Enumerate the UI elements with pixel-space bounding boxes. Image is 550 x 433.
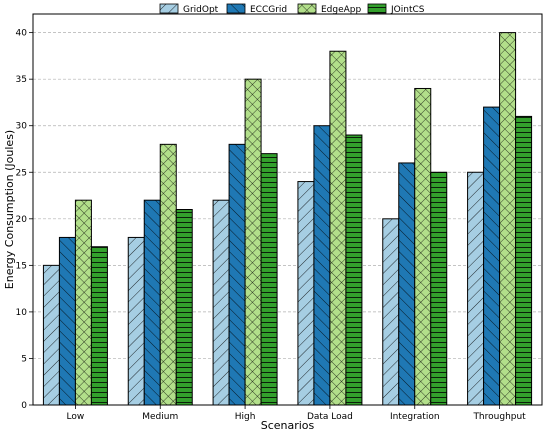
x-axis-title: Scenarios: [261, 419, 315, 432]
x-tick-label: Integration: [390, 412, 440, 422]
y-tick-label: 0: [21, 401, 27, 411]
bar-jointcs: [515, 115, 533, 406]
bar-jointcs: [260, 153, 278, 406]
x-tick-label: High: [235, 412, 256, 422]
bar-edgeapp: [244, 78, 262, 406]
bars: [42, 32, 533, 406]
y-tick-label: 15: [16, 261, 27, 271]
bar-edgeapp: [74, 199, 92, 406]
x-axis-ticks: Low Medium High Data Load Integration Through…: [67, 405, 526, 422]
y-gridlines: [33, 32, 542, 406]
legend-swatch-eccgrid: [226, 3, 246, 14]
bar-jointcs: [345, 134, 363, 406]
bar-edgeapp: [159, 143, 177, 406]
bar-edgeapp: [414, 87, 432, 406]
y-tick-label: 35: [16, 75, 27, 85]
bar-gridopt: [42, 264, 60, 406]
y-tick-label: 10: [16, 308, 28, 318]
legend-label: EdgeApp: [321, 5, 362, 15]
bar-gridopt: [127, 236, 145, 406]
x-tick-label: Low: [67, 412, 85, 422]
plot-frame: [32, 13, 543, 406]
bar-gridopt: [297, 181, 315, 406]
legend-swatch-gridopt: [159, 3, 179, 14]
legend-label: GridOpt: [183, 5, 219, 15]
bar-edgeapp: [329, 50, 347, 406]
x-tick-label: Medium: [142, 412, 178, 422]
y-tick-label: 20: [16, 215, 28, 225]
legend-swatch-edgeapp: [297, 3, 317, 14]
bar-eccgrid: [398, 162, 416, 406]
bar-eccgrid: [228, 143, 246, 406]
y-tick-label: 30: [16, 122, 28, 132]
x-tick-label: Data Load: [307, 412, 353, 422]
legend: GridOpt ECCGrid EdgeApp JOintCS: [159, 3, 425, 15]
bar-jointcs: [90, 246, 108, 406]
y-tick-label: 25: [16, 168, 27, 178]
bar-eccgrid: [58, 236, 76, 406]
bar-jointcs: [430, 171, 448, 406]
axes: [32, 13, 543, 406]
legend-swatch-jointcs: [367, 3, 387, 14]
bar-eccgrid: [483, 106, 501, 406]
bar-edgeapp: [499, 32, 517, 406]
y-axis-ticks: 0 5 10 15 20 25 30 35 40: [16, 29, 33, 411]
bar-eccgrid: [313, 125, 331, 406]
x-tick-label: Throughput: [472, 412, 526, 422]
bar-eccgrid: [143, 199, 161, 406]
y-tick-label: 40: [16, 29, 28, 39]
legend-label: JOintCS: [390, 5, 425, 15]
bar-jointcs: [175, 209, 193, 406]
bar-gridopt: [382, 218, 400, 406]
y-tick-label: 5: [21, 354, 27, 364]
legend-label: ECCGrid: [250, 5, 287, 15]
bar-gridopt: [467, 171, 485, 406]
y-axis-title: Energy Consumption (Joules): [3, 130, 16, 289]
bar-gridopt: [212, 199, 230, 406]
